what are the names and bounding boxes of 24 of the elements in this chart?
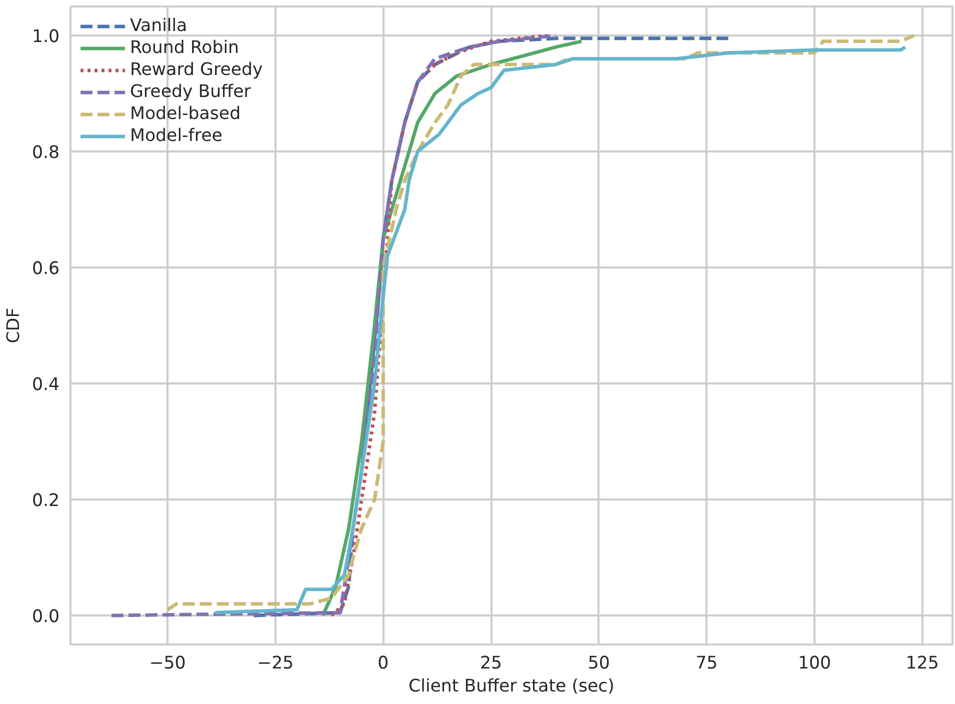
x-tick-label: −50: [149, 654, 186, 674]
y-tick-label: 0.6: [32, 259, 60, 279]
line-series: [330, 34, 549, 618]
x-tick-label: 0: [378, 654, 389, 674]
y-tick-label: 1.0: [32, 27, 60, 47]
line-series: [110, 34, 558, 618]
y-tick-label: 0.0: [32, 607, 60, 627]
y-axis-title: CDF: [4, 308, 24, 344]
x-tick-label: 50: [588, 654, 610, 674]
y-tick-label: 0.2: [32, 491, 60, 511]
legend-label: Reward Greedy: [130, 60, 263, 80]
x-tick-label: −25: [257, 654, 294, 674]
legend-label: Round Robin: [130, 38, 239, 58]
x-tick-label: 100: [798, 654, 832, 674]
legend-label: Vanilla: [130, 16, 188, 36]
legend-label: Model-free: [130, 126, 222, 146]
x-tick-label: 125: [906, 654, 939, 674]
y-tick-label: 0.8: [32, 143, 60, 163]
x-tick-label: 75: [696, 654, 718, 674]
y-tick-label: 0.4: [32, 375, 60, 395]
legend-label: Model-based: [130, 104, 241, 124]
x-axis-title: Client Buffer state (sec): [408, 676, 614, 696]
legend-label: Greedy Buffer: [130, 82, 251, 102]
x-tick-label: 25: [480, 654, 502, 674]
